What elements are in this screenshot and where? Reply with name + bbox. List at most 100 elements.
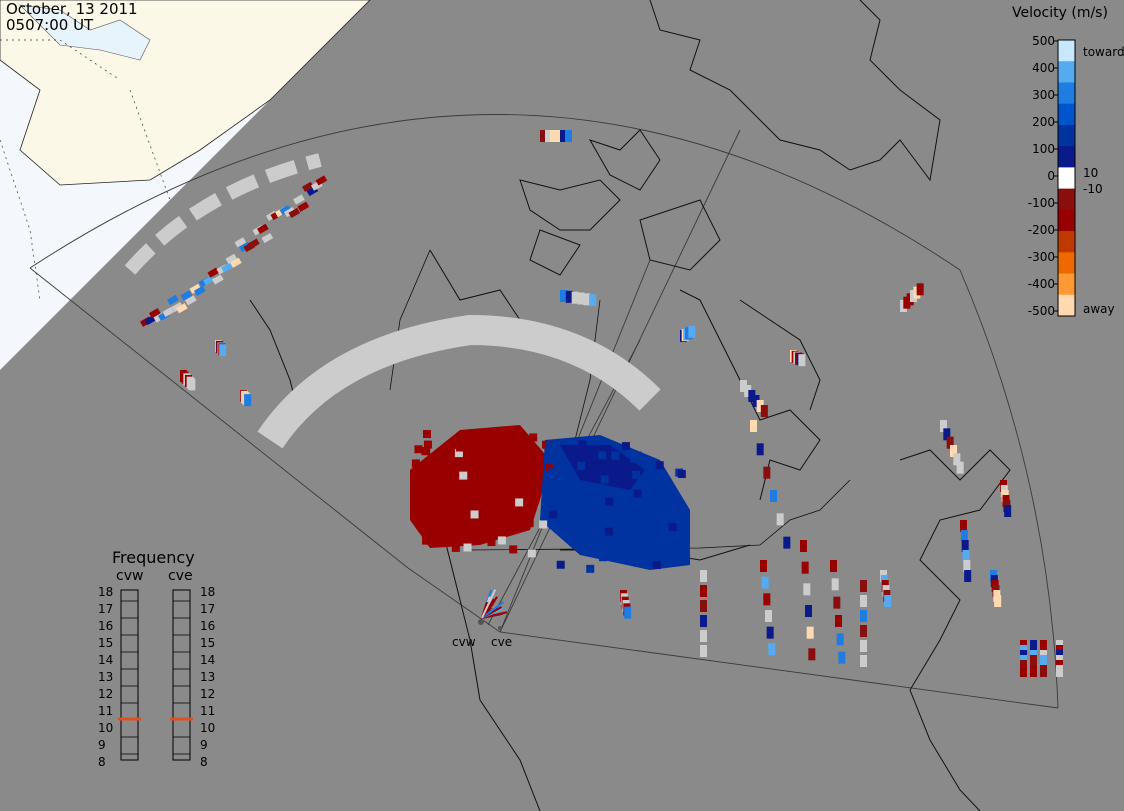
range-cell (598, 451, 607, 460)
away-velocity-patch (410, 425, 550, 548)
range-cell (527, 549, 536, 558)
velocity-colorbar (1054, 39, 1076, 317)
range-cell (487, 538, 496, 547)
range-cell (279, 204, 292, 216)
range-cell (166, 294, 179, 306)
range-cell (194, 285, 206, 296)
colorbar-toward-label: toward (1083, 45, 1124, 59)
colorbar-segment (1058, 103, 1075, 126)
range-cell (244, 394, 252, 407)
colorbar-tick-label: -500 (1027, 304, 1055, 318)
frequency-radar-cvw: cvw (116, 568, 144, 584)
colorbar-title: Velocity (m/s) (1012, 5, 1108, 21)
range-cell (524, 485, 533, 494)
range-cell (412, 467, 421, 476)
range-cell (470, 510, 479, 519)
colorbar-segment (1058, 40, 1075, 62)
coastlines (249, 0, 1011, 811)
colorbar-segment (1058, 209, 1075, 232)
range-cell (424, 479, 433, 488)
frequency-level-label: 13 (98, 670, 114, 684)
range-cell (548, 468, 557, 477)
range-cell (961, 540, 969, 552)
colorbar-segment (1058, 231, 1075, 253)
range-cell (171, 301, 184, 313)
colorbar-segment (1058, 124, 1075, 147)
range-cell (234, 237, 247, 248)
range-cell (605, 527, 614, 536)
ground-scatter-arc (257, 314, 661, 449)
near-range-beam (481, 601, 504, 619)
range-cell (467, 440, 476, 449)
range-cell (962, 550, 970, 562)
range-cell (633, 489, 642, 498)
range-cell (449, 471, 458, 480)
colorbar-tick-label: 0 (1047, 169, 1055, 183)
range-cell (605, 497, 614, 506)
range-cell (677, 470, 686, 479)
range-cell (760, 405, 768, 417)
frequency-level-label: 9 (200, 738, 208, 752)
range-cell (547, 456, 556, 465)
radar-sites (478, 619, 502, 630)
range-cell (763, 466, 771, 479)
range-cell (806, 626, 814, 639)
range-cell (960, 520, 967, 532)
frequency-level-label: 12 (200, 687, 216, 701)
range-cell (760, 560, 767, 572)
range-cell (297, 201, 310, 212)
range-cell (654, 471, 663, 480)
range-cell (176, 303, 188, 314)
colorbar-tick-label: 100 (1032, 142, 1055, 156)
range-cell (509, 545, 518, 554)
colorbar-segment (1058, 61, 1075, 83)
date-label: October, 13 2011 (6, 0, 138, 18)
range-cell (180, 290, 193, 301)
range-cell (202, 275, 215, 286)
range-cell (700, 615, 707, 627)
site-marker-cve (498, 626, 502, 630)
range-cell (963, 560, 971, 572)
range-cell (688, 325, 696, 338)
range-cell (540, 130, 547, 142)
range-cell (565, 130, 572, 142)
range-cell (748, 390, 756, 402)
range-cell (477, 467, 486, 476)
range-cell (611, 451, 620, 460)
range-cell (455, 436, 464, 445)
range-cell (545, 130, 552, 142)
frequency-level-label: 8 (98, 755, 106, 769)
range-cell (555, 130, 562, 142)
frequency-title: Frequency (112, 548, 195, 567)
range-cell (700, 570, 707, 582)
range-cell (700, 645, 707, 657)
frequency-level-label: 11 (200, 704, 216, 718)
range-cell (642, 558, 651, 567)
frequency-level-label: 15 (200, 636, 216, 650)
range-cell (492, 509, 501, 518)
range-cell (798, 354, 806, 367)
frequency-level-label: 12 (98, 687, 114, 701)
frequency-panel (118, 589, 193, 761)
colorbar-segment (1058, 146, 1075, 168)
range-cell (418, 518, 427, 527)
frequency-level-label: 10 (200, 721, 216, 735)
site-label-cve: cve (491, 635, 513, 649)
range-cell (994, 595, 1002, 607)
range-cell (860, 595, 867, 607)
range-cell (770, 490, 777, 502)
range-cell (459, 471, 468, 480)
range-cell (532, 450, 541, 459)
colorbar-tick-label: 500 (1032, 34, 1055, 48)
range-cell (946, 436, 954, 449)
frequency-level-label: 10 (98, 721, 114, 735)
range-cell (666, 491, 675, 500)
range-cell (283, 206, 296, 218)
range-cell (808, 648, 816, 661)
range-cell (556, 560, 565, 569)
range-cell (220, 262, 233, 273)
range-cell (800, 540, 807, 552)
range-cell (230, 257, 242, 268)
range-cell (655, 461, 664, 470)
range-cell (956, 461, 964, 474)
